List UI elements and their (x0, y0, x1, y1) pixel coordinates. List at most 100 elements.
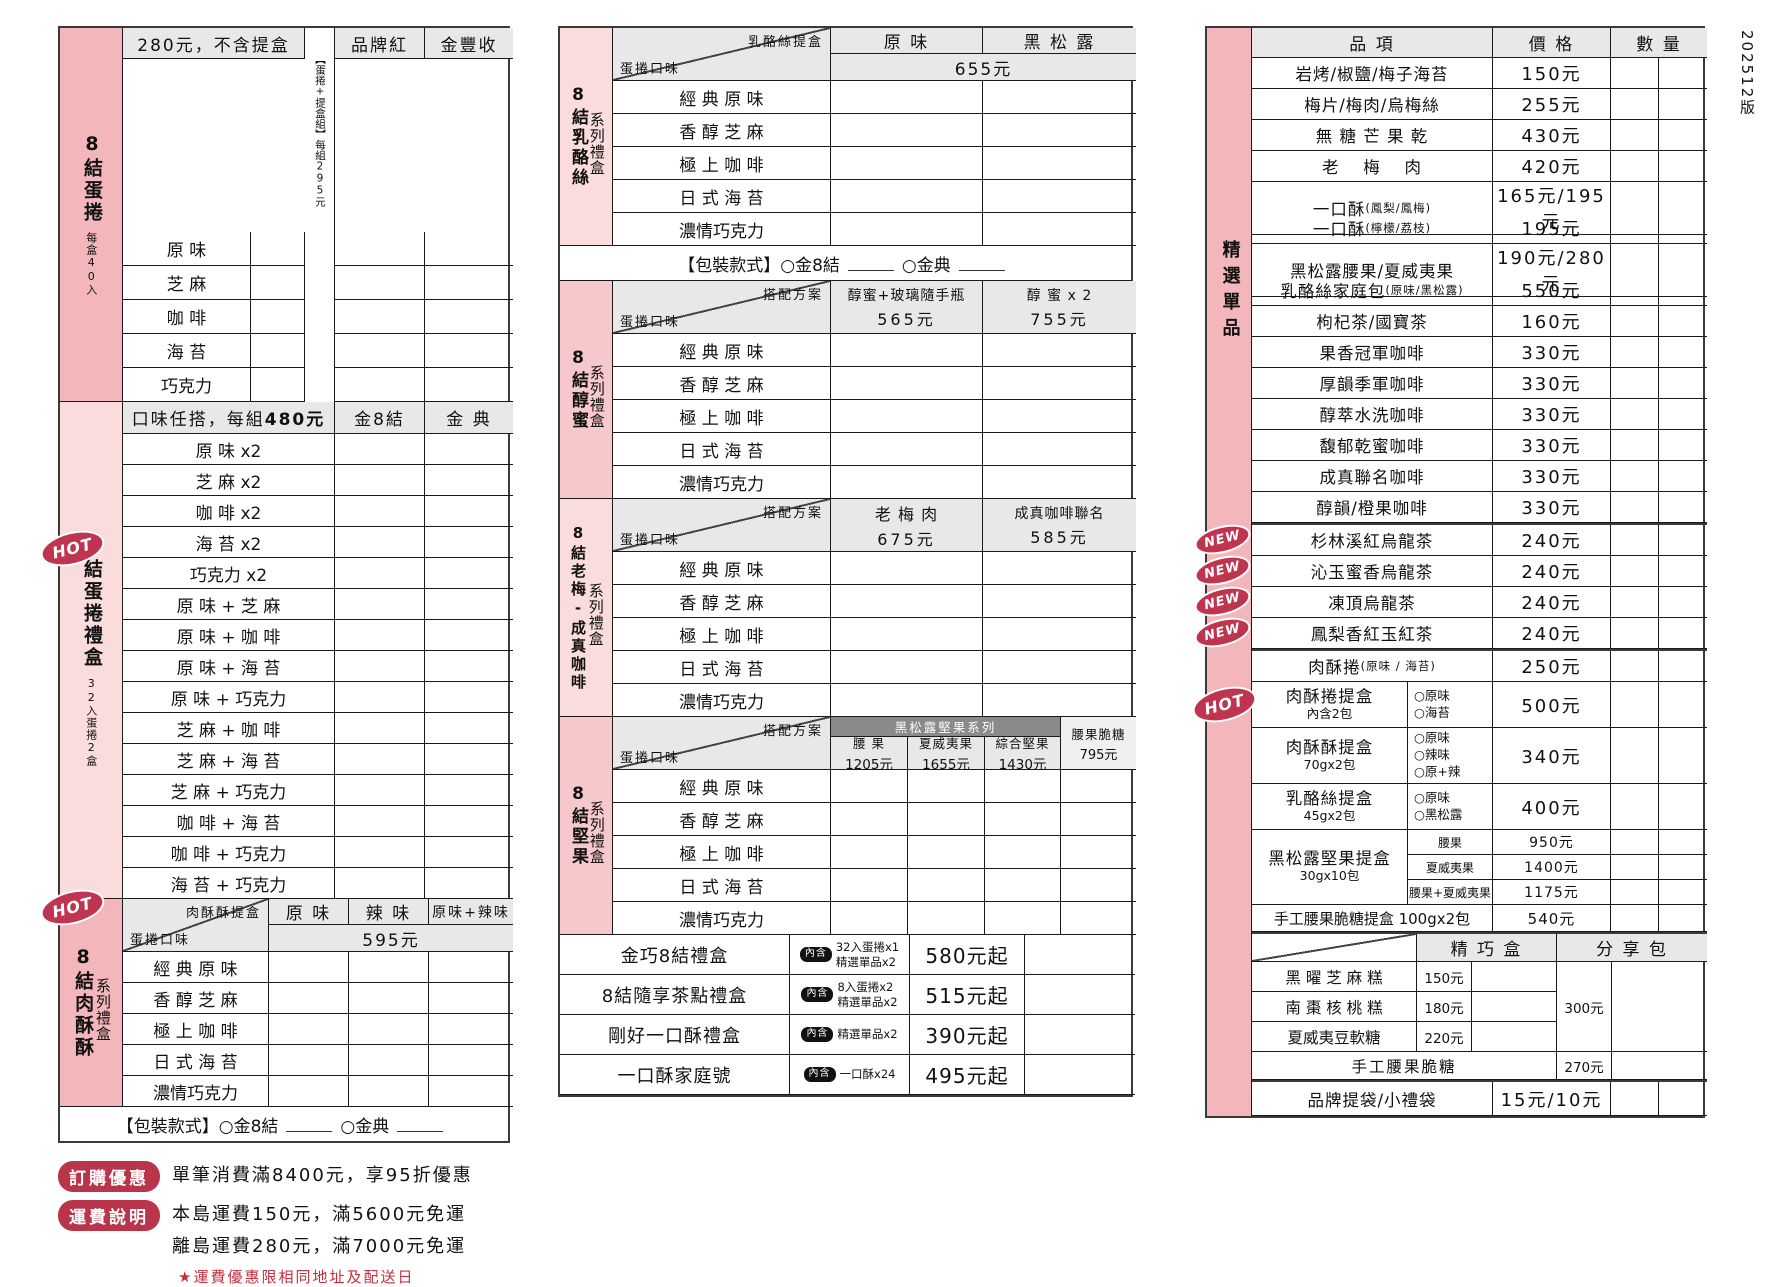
packaging-option-golden[interactable]: ○金典 (340, 1116, 390, 1137)
fill-blank[interactable] (397, 1116, 444, 1132)
qty-cell[interactable] (1611, 151, 1659, 182)
qty-cell[interactable] (335, 496, 425, 527)
qty-cell[interactable] (1659, 1082, 1707, 1116)
qty-cell[interactable] (1612, 962, 1707, 1052)
qty-cell[interactable] (1061, 902, 1136, 935)
qty-cell[interactable] (983, 618, 1136, 651)
qty-cell[interactable] (335, 434, 425, 465)
qty-cell[interactable] (335, 620, 425, 651)
qty-cell[interactable] (425, 496, 513, 527)
option-spicy[interactable]: ○辣味 (1414, 747, 1450, 763)
qty-cell[interactable] (908, 836, 985, 869)
packaging-option-gold8[interactable]: ○金8結 (218, 1116, 279, 1137)
qty-cell[interactable] (1659, 728, 1707, 784)
qty-cell[interactable] (983, 466, 1136, 499)
qty-cell[interactable] (983, 81, 1136, 114)
qty-cell[interactable] (1659, 587, 1707, 618)
qty-cell[interactable] (1611, 399, 1659, 430)
qty-cell[interactable] (908, 803, 985, 836)
qty-cell[interactable] (1659, 182, 1707, 235)
qty-cell[interactable] (429, 952, 513, 983)
packaging-option-golden[interactable]: ○金典 (901, 255, 951, 276)
qty-cell[interactable] (831, 213, 983, 246)
qty-cell[interactable] (831, 433, 983, 466)
qty-cell[interactable] (1659, 461, 1707, 492)
qty-cell[interactable] (1612, 1052, 1707, 1080)
qty-cell[interactable] (335, 465, 425, 496)
qty-cell[interactable] (1611, 784, 1659, 830)
qty-cell[interactable] (1659, 151, 1707, 182)
qty-cell[interactable] (335, 334, 425, 368)
qty-cell[interactable] (1061, 770, 1136, 803)
qty-cell[interactable] (1659, 651, 1707, 682)
qty-cell[interactable] (349, 1045, 429, 1076)
qty-cell[interactable] (425, 368, 513, 402)
qty-cell[interactable] (425, 651, 513, 682)
qty-cell[interactable] (335, 775, 425, 806)
qty-cell[interactable] (251, 334, 305, 368)
qty-cell[interactable] (1659, 306, 1707, 337)
qty-cell[interactable] (335, 744, 425, 775)
qty-cell[interactable] (985, 902, 1061, 935)
qty-cell[interactable] (983, 114, 1136, 147)
qty-cell[interactable] (425, 868, 513, 899)
qty-cell[interactable] (985, 869, 1061, 902)
qty-cell[interactable] (983, 400, 1136, 433)
qty-cell[interactable] (1659, 337, 1707, 368)
qty-cell[interactable] (425, 682, 513, 713)
option-truffle[interactable]: ○黑松露 (1414, 806, 1463, 822)
qty-cell[interactable] (1061, 869, 1136, 902)
qty-cell[interactable] (1611, 618, 1659, 649)
qty-cell[interactable] (1611, 213, 1659, 244)
qty-cell[interactable] (1611, 525, 1659, 556)
option-original[interactable]: ○原味 (1414, 789, 1450, 805)
qty-cell[interactable] (983, 147, 1136, 180)
option-seaweed[interactable]: ○海苔 (1414, 704, 1450, 720)
qty-cell[interactable] (335, 651, 425, 682)
qty-cell[interactable] (983, 367, 1136, 400)
qty-cell[interactable] (831, 770, 908, 803)
qty-cell[interactable] (1611, 58, 1659, 89)
qty-cell[interactable] (1659, 492, 1707, 523)
qty-cell[interactable] (831, 114, 983, 147)
qty-cell[interactable] (1472, 992, 1557, 1022)
qty-cell[interactable] (1611, 855, 1659, 880)
qty-cell[interactable] (983, 585, 1136, 618)
qty-cell[interactable] (425, 589, 513, 620)
qty-cell[interactable] (983, 334, 1136, 367)
qty-cell[interactable] (831, 552, 983, 585)
qty-cell[interactable] (1061, 836, 1136, 869)
qty-cell[interactable] (1025, 975, 1135, 1015)
qty-cell[interactable] (985, 770, 1061, 803)
qty-cell[interactable] (983, 684, 1136, 717)
qty-cell[interactable] (1025, 1015, 1135, 1055)
qty-cell[interactable] (1611, 275, 1659, 306)
qty-cell[interactable] (908, 770, 985, 803)
qty-cell[interactable] (908, 902, 985, 935)
qty-cell[interactable] (335, 558, 425, 589)
qty-cell[interactable] (269, 1045, 349, 1076)
qty-cell[interactable] (349, 952, 429, 983)
qty-cell[interactable] (349, 1076, 429, 1107)
qty-cell[interactable] (1611, 587, 1659, 618)
qty-cell[interactable] (831, 618, 983, 651)
qty-cell[interactable] (1659, 784, 1707, 830)
qty-cell[interactable] (1659, 213, 1707, 244)
qty-cell[interactable] (831, 400, 983, 433)
qty-cell[interactable] (425, 775, 513, 806)
qty-cell[interactable] (1472, 1022, 1557, 1052)
qty-cell[interactable] (1611, 728, 1659, 784)
qty-cell[interactable] (831, 334, 983, 367)
qty-cell[interactable] (1611, 682, 1659, 728)
qty-cell[interactable] (335, 527, 425, 558)
qty-cell[interactable] (1659, 556, 1707, 587)
qty-cell[interactable] (831, 902, 908, 935)
option-original[interactable]: ○原味 (1414, 730, 1450, 746)
qty-cell[interactable] (429, 1014, 513, 1045)
option-mixed[interactable]: ○原+辣 (1414, 763, 1461, 779)
qty-cell[interactable] (1061, 803, 1136, 836)
qty-cell[interactable] (983, 213, 1136, 246)
qty-cell[interactable] (1611, 880, 1659, 905)
qty-cell[interactable] (1611, 651, 1659, 682)
qty-cell[interactable] (269, 983, 349, 1014)
